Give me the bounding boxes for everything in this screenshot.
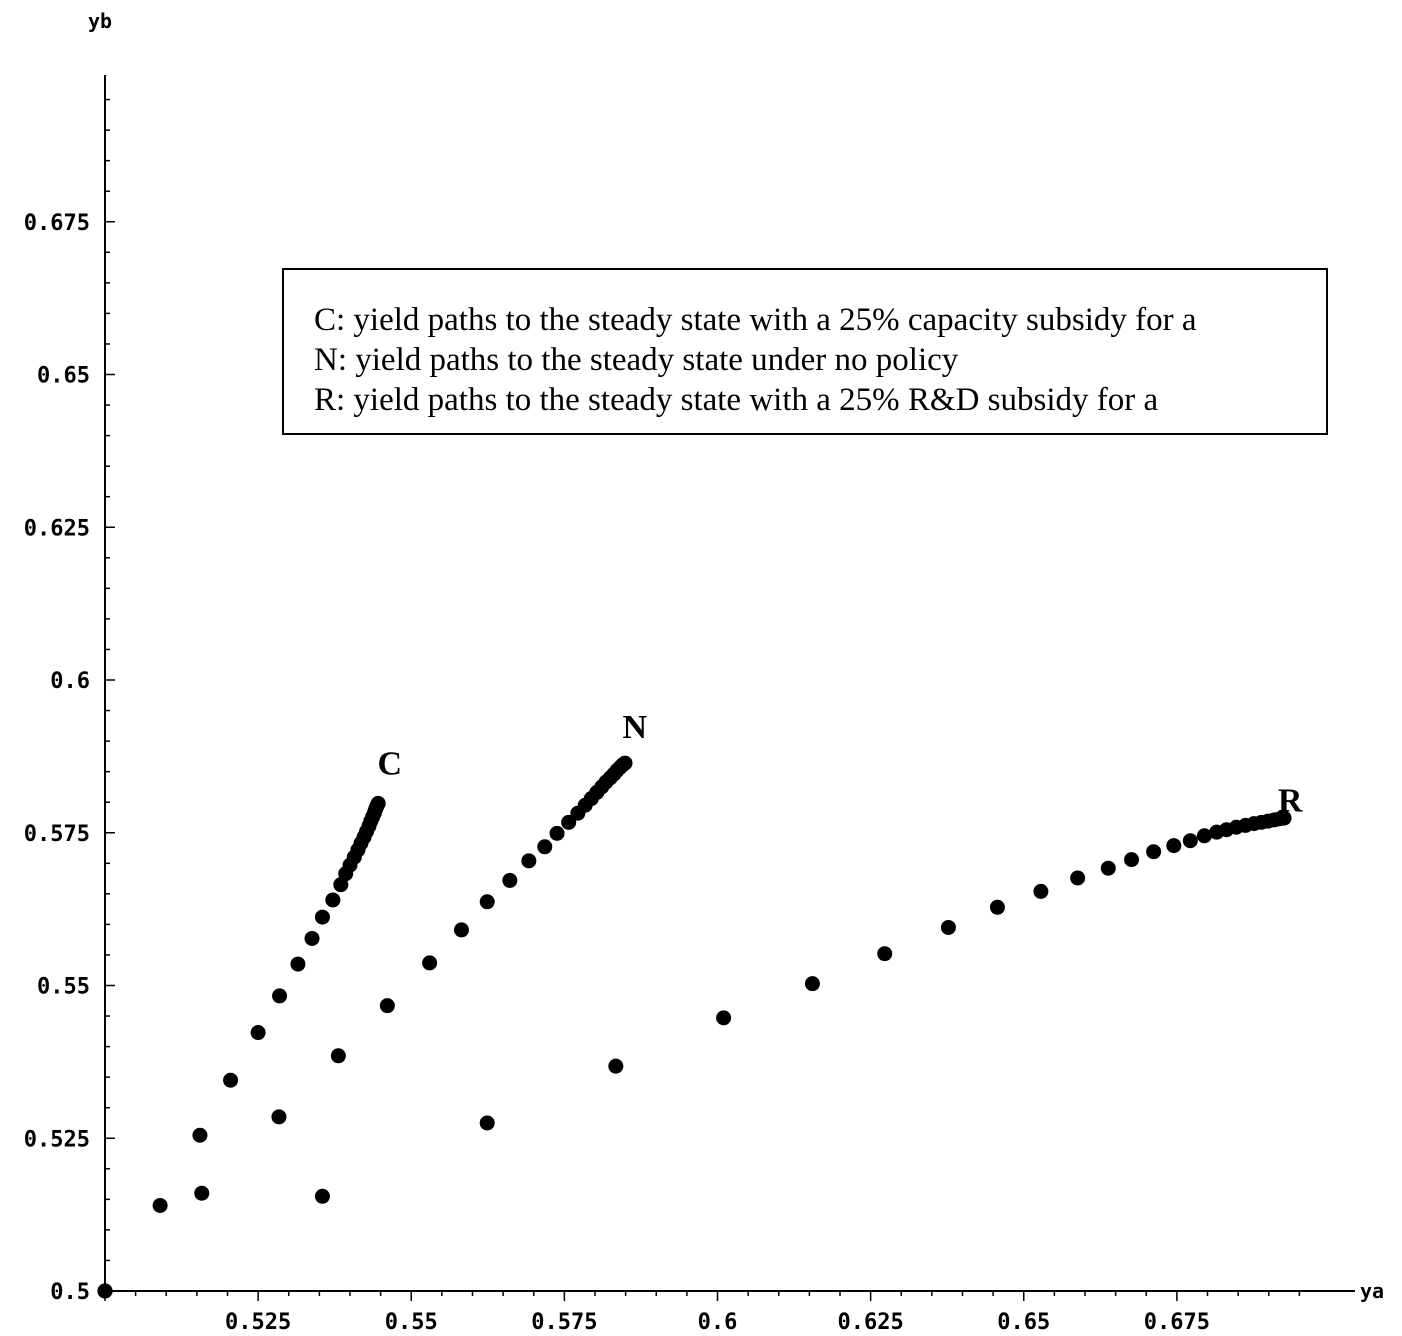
- point-series-r: [1146, 844, 1162, 860]
- point-series-r: [804, 976, 820, 992]
- series-label-c: C: [378, 746, 403, 783]
- point-series-r: [1196, 828, 1212, 844]
- y-tick-label: 0.525: [24, 1127, 90, 1152]
- point-series-n: [521, 853, 537, 869]
- point-series-c: [304, 930, 320, 946]
- y-tick-label: 0.625: [24, 516, 90, 541]
- y-tick-label: 0.675: [24, 211, 90, 236]
- point-series-r: [716, 1010, 732, 1026]
- x-tick-label: 0.55: [385, 1310, 438, 1335]
- point-series-c: [325, 892, 341, 908]
- point-series-n: [422, 955, 438, 971]
- point-series-c: [152, 1197, 168, 1213]
- point-series-c: [314, 909, 330, 925]
- point-series-c: [370, 795, 386, 811]
- series-label-r: R: [1278, 782, 1303, 819]
- x-tick-label: 0.575: [531, 1310, 597, 1335]
- point-series-r: [1033, 883, 1049, 899]
- series-labels: C N R: [378, 709, 1303, 819]
- x-tick-label: 0.675: [1144, 1310, 1210, 1335]
- point-series-r: [989, 899, 1005, 915]
- point-series-r: [877, 946, 893, 962]
- point-series-n: [549, 825, 565, 841]
- point-series-n: [271, 1109, 287, 1125]
- point-series-r: [608, 1058, 624, 1074]
- point-series-n: [537, 839, 553, 855]
- y-tick-label: 0.55: [37, 975, 90, 1000]
- legend-entry-r: R: yield paths to the steady state with …: [314, 382, 1159, 418]
- point-series-r: [1276, 810, 1292, 826]
- point-series-r: [1070, 870, 1086, 886]
- point-series-n: [379, 998, 395, 1014]
- point-series-c: [290, 956, 306, 972]
- point-series-r: [940, 919, 956, 935]
- point-series-r: [1100, 860, 1116, 876]
- point-series-n: [561, 814, 577, 830]
- x-axis-label: ya: [1360, 1279, 1384, 1303]
- point-series-n: [453, 922, 469, 938]
- point-series-c: [250, 1025, 266, 1041]
- point-series-n: [330, 1048, 346, 1064]
- x-tick-label: 0.625: [838, 1310, 904, 1335]
- x-tick-label: 0.65: [997, 1310, 1050, 1335]
- point-series-n: [617, 755, 633, 771]
- point-series-r: [1182, 833, 1198, 849]
- point-series-c: [272, 988, 288, 1004]
- point-series-c: [223, 1072, 239, 1088]
- point-series-r: [97, 1283, 113, 1299]
- point-series-n: [479, 894, 495, 910]
- axis-ticks: 0.525 0.55 0.575 0.6 0.625 0.65 0.675 0.5 0.525 0…: [24, 98, 1301, 1335]
- legend: C: yield paths to the steady state with …: [282, 268, 1328, 435]
- x-tick-label: 0.525: [225, 1310, 291, 1335]
- point-series-n: [502, 872, 518, 888]
- legend-entry-n: N: yield paths to the steady state under…: [314, 342, 959, 378]
- data-points: [97, 755, 1292, 1299]
- y-tick-label: 0.5: [50, 1280, 90, 1305]
- legend-entry-c: C: yield paths to the steady state with …: [314, 302, 1197, 338]
- series-label-n: N: [623, 709, 648, 746]
- point-series-r: [1124, 852, 1140, 868]
- point-series-n: [194, 1185, 210, 1201]
- y-tick-label: 0.575: [24, 822, 90, 847]
- point-series-r: [479, 1115, 495, 1131]
- y-axis-label: yb: [88, 9, 112, 33]
- x-tick-label: 0.6: [698, 1310, 738, 1335]
- point-series-c: [192, 1127, 208, 1143]
- point-series-r: [1166, 838, 1182, 854]
- y-tick-label: 0.65: [37, 364, 90, 389]
- point-series-r: [314, 1188, 330, 1204]
- y-tick-label: 0.6: [50, 669, 90, 694]
